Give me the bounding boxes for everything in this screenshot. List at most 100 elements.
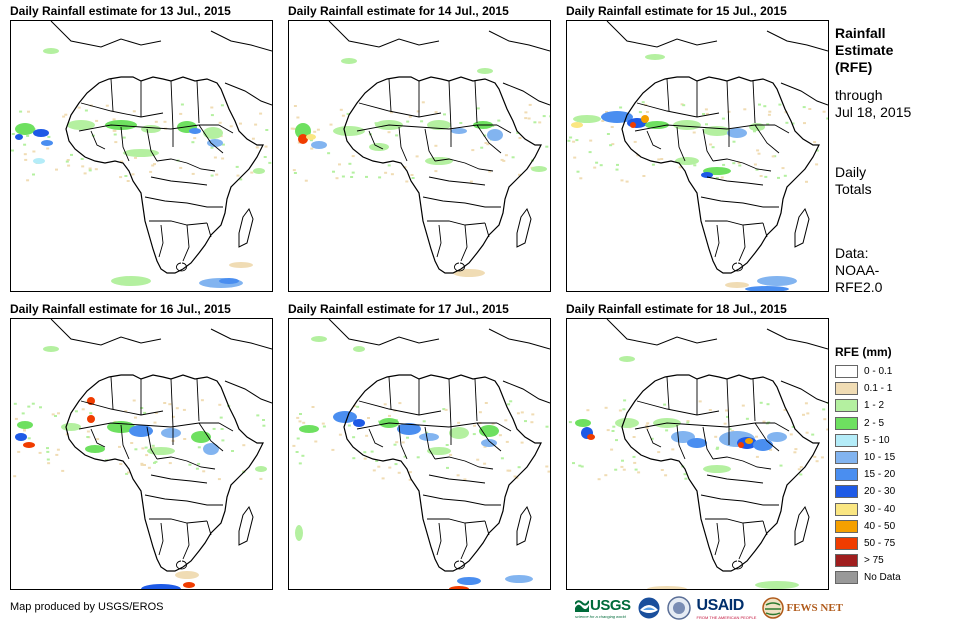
rain-speck (23, 153, 27, 156)
madagascar-outline (516, 505, 532, 546)
rain-speck (188, 463, 192, 466)
rain-speck (182, 408, 186, 411)
rainfall-patch (15, 134, 23, 140)
rain-speck (149, 170, 153, 173)
rainfall-map (10, 318, 273, 590)
rain-speck (657, 451, 661, 454)
rain-speck (657, 158, 661, 161)
rain-speck (316, 128, 320, 131)
rain-speck (296, 116, 300, 119)
rain-speck (569, 136, 573, 139)
rain-speck (299, 413, 302, 415)
rain-speck (732, 140, 736, 143)
rain-speck (329, 123, 333, 126)
rain-speck (664, 474, 668, 477)
rain-speck (70, 153, 73, 156)
rain-speck (293, 105, 297, 107)
africa-coastline (343, 374, 542, 572)
rain-speck (220, 428, 224, 430)
country-border (636, 102, 720, 118)
rain-speck (500, 457, 504, 460)
rain-speck (46, 147, 50, 150)
legend-label: 50 - 75 (864, 537, 896, 549)
legend-label: 0.1 - 1 (864, 383, 893, 395)
rain-speck (524, 111, 528, 114)
country-border (474, 80, 478, 124)
map-panel-18-jul: Daily Rainfall estimate for 18 Jul., 201… (566, 302, 829, 590)
rain-speck (51, 413, 55, 416)
rain-speck (737, 161, 741, 164)
rain-speck (619, 106, 623, 109)
rain-speck (764, 175, 768, 178)
usgs-wordmark: USGS (590, 597, 631, 614)
rain-speck (67, 164, 71, 167)
rainfall-patch (295, 123, 311, 139)
legend-label: 0 - 0.1 (864, 366, 893, 378)
rain-speck (531, 413, 535, 416)
country-border (666, 78, 670, 112)
rainfall-patch (203, 127, 223, 139)
neighbor-coastline (606, 21, 828, 106)
legend-swatch (835, 502, 858, 516)
rain-speck (476, 107, 480, 110)
rain-speck (262, 424, 266, 427)
rain-speck (705, 112, 709, 115)
rain-speck (95, 119, 99, 122)
rain-speck (620, 465, 624, 468)
data-source-line: Data: (835, 245, 869, 261)
rain-speck (127, 471, 130, 474)
country-border (754, 124, 780, 154)
rain-speck (84, 109, 88, 112)
rainfall-patch (111, 276, 151, 286)
rain-speck (484, 142, 488, 144)
rain-speck (255, 146, 259, 149)
rain-speck (434, 144, 438, 147)
rainfall-patch (219, 278, 239, 284)
rain-speck (684, 477, 688, 480)
usgs-tagline: science for a changing world (575, 614, 626, 619)
fewsnet-globe-icon (762, 597, 785, 619)
legend-swatch (835, 554, 858, 568)
rain-speck (698, 400, 702, 403)
rainfall-patch (571, 122, 583, 128)
rain-speck (74, 410, 78, 413)
rain-speck (112, 118, 116, 121)
rain-speck (516, 132, 520, 134)
rain-speck (580, 465, 584, 468)
rain-speck (348, 162, 352, 165)
rainfall-patch (701, 172, 713, 178)
rain-speck (425, 431, 429, 434)
rain-speck (124, 175, 128, 177)
rainfall-patch (427, 447, 451, 455)
fewsnet-wordmark: FEWS NET (786, 602, 843, 614)
rainfall-patch (531, 166, 547, 172)
rain-speck (459, 122, 463, 124)
rain-speck (356, 405, 360, 408)
legend-swatch (835, 468, 858, 482)
rain-speck (576, 170, 580, 173)
rain-speck (665, 429, 669, 432)
rain-speck (19, 110, 23, 113)
rainfall-patch (451, 128, 467, 134)
country-border (146, 128, 158, 162)
rain-speck (766, 403, 770, 406)
rainfall-patch (341, 58, 357, 64)
rain-speck (705, 123, 708, 126)
rain-speck (601, 120, 605, 122)
rain-speck (175, 407, 179, 410)
legend-label: 20 - 30 (864, 486, 896, 498)
rain-speck (262, 419, 265, 421)
rainfall-patch (641, 115, 649, 123)
rain-speck (488, 170, 492, 173)
rain-speck (597, 478, 601, 481)
rain-speck (808, 108, 812, 110)
rainfall-patch (311, 336, 327, 342)
rainfall-patch (630, 122, 636, 128)
rain-speck (193, 137, 197, 140)
rain-speck (589, 139, 593, 142)
rain-speck (728, 428, 732, 431)
rain-speck (686, 420, 690, 422)
rain-speck (221, 143, 225, 146)
rainfall-patch (87, 415, 95, 423)
country-border (474, 378, 478, 422)
